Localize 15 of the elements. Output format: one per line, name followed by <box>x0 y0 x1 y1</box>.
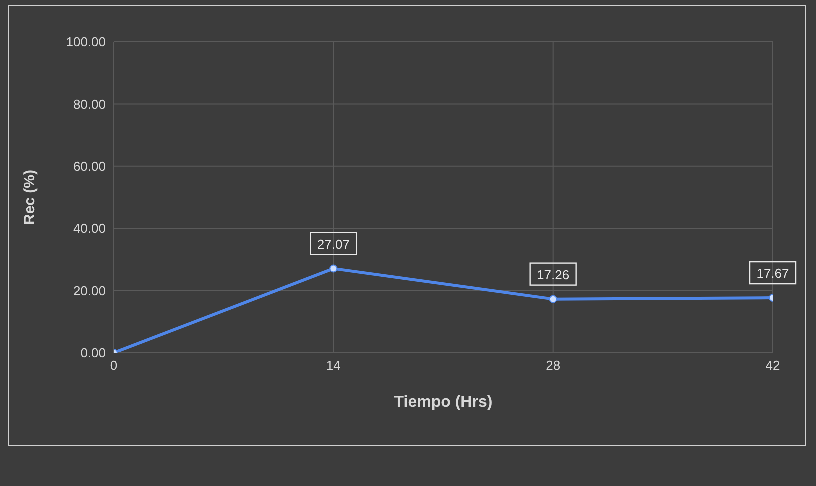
y-tick-label: 80.00 <box>73 96 106 112</box>
x-tick-label: 0 <box>110 358 118 374</box>
x-tick-label: 42 <box>766 358 780 374</box>
y-tick-label: 0.00 <box>80 346 106 361</box>
data-label: 17.26 <box>537 267 570 282</box>
y-tick-label: 20.00 <box>73 283 106 298</box>
y-tick-label: 100.00 <box>66 34 106 50</box>
data-label: 27.07 <box>317 236 350 252</box>
y-axis-title: Rec (%) <box>21 170 38 226</box>
data-label: 17.67 <box>756 266 790 282</box>
y-tick-label: 60.00 <box>73 159 106 174</box>
x-tick-label: 28 <box>546 358 561 374</box>
x-axis-title: Tiempo (Hrs) <box>394 394 493 411</box>
x-tick-label: 14 <box>326 358 341 374</box>
y-tick-label: 40.00 <box>73 221 106 236</box>
